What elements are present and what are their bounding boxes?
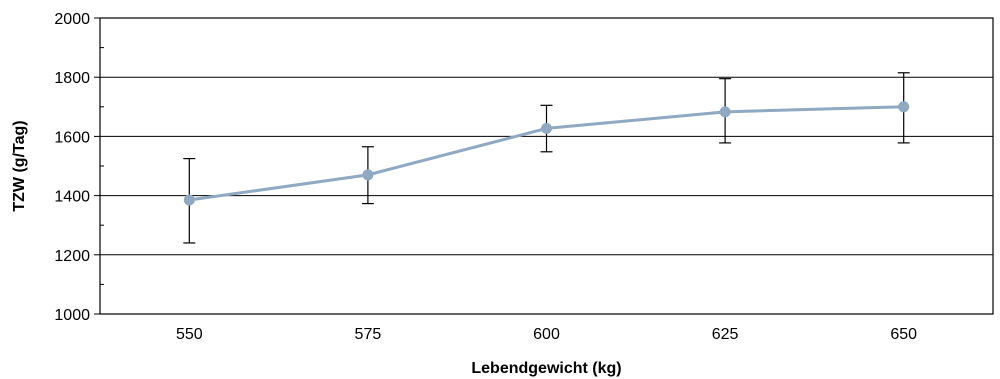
gridlines	[94, 17, 993, 315]
x-tick-labels: 550 575 600 625 650	[176, 326, 917, 343]
plot-area-frame	[99, 17, 994, 315]
data-series	[183, 101, 910, 206]
y-tick-labels: 1000 1200 1400 1600 1800 2000	[54, 11, 90, 324]
x-axis-title: Lebendgewicht (kg)	[471, 360, 621, 377]
y-minor-ticks	[100, 47, 104, 285]
y-tick-label: 1600	[54, 129, 90, 146]
data-point	[183, 194, 195, 206]
y-tick-label: 2000	[54, 11, 90, 28]
y-tick-label: 1400	[54, 189, 90, 206]
x-tick-label: 650	[890, 326, 917, 343]
x-tick-label: 575	[355, 326, 382, 343]
data-point	[898, 101, 910, 113]
y-tick-label: 1200	[54, 248, 90, 265]
x-tick-label: 550	[176, 326, 203, 343]
x-tick-label: 600	[533, 326, 560, 343]
y-axis-title: TZW (g/Tag)	[11, 120, 28, 211]
data-point	[719, 106, 731, 118]
y-tick-label: 1000	[54, 307, 90, 324]
error-bars	[183, 72, 910, 244]
x-tick-label: 625	[712, 326, 739, 343]
data-point	[362, 169, 374, 181]
y-tick-label: 1800	[54, 70, 90, 87]
data-point	[541, 122, 552, 134]
